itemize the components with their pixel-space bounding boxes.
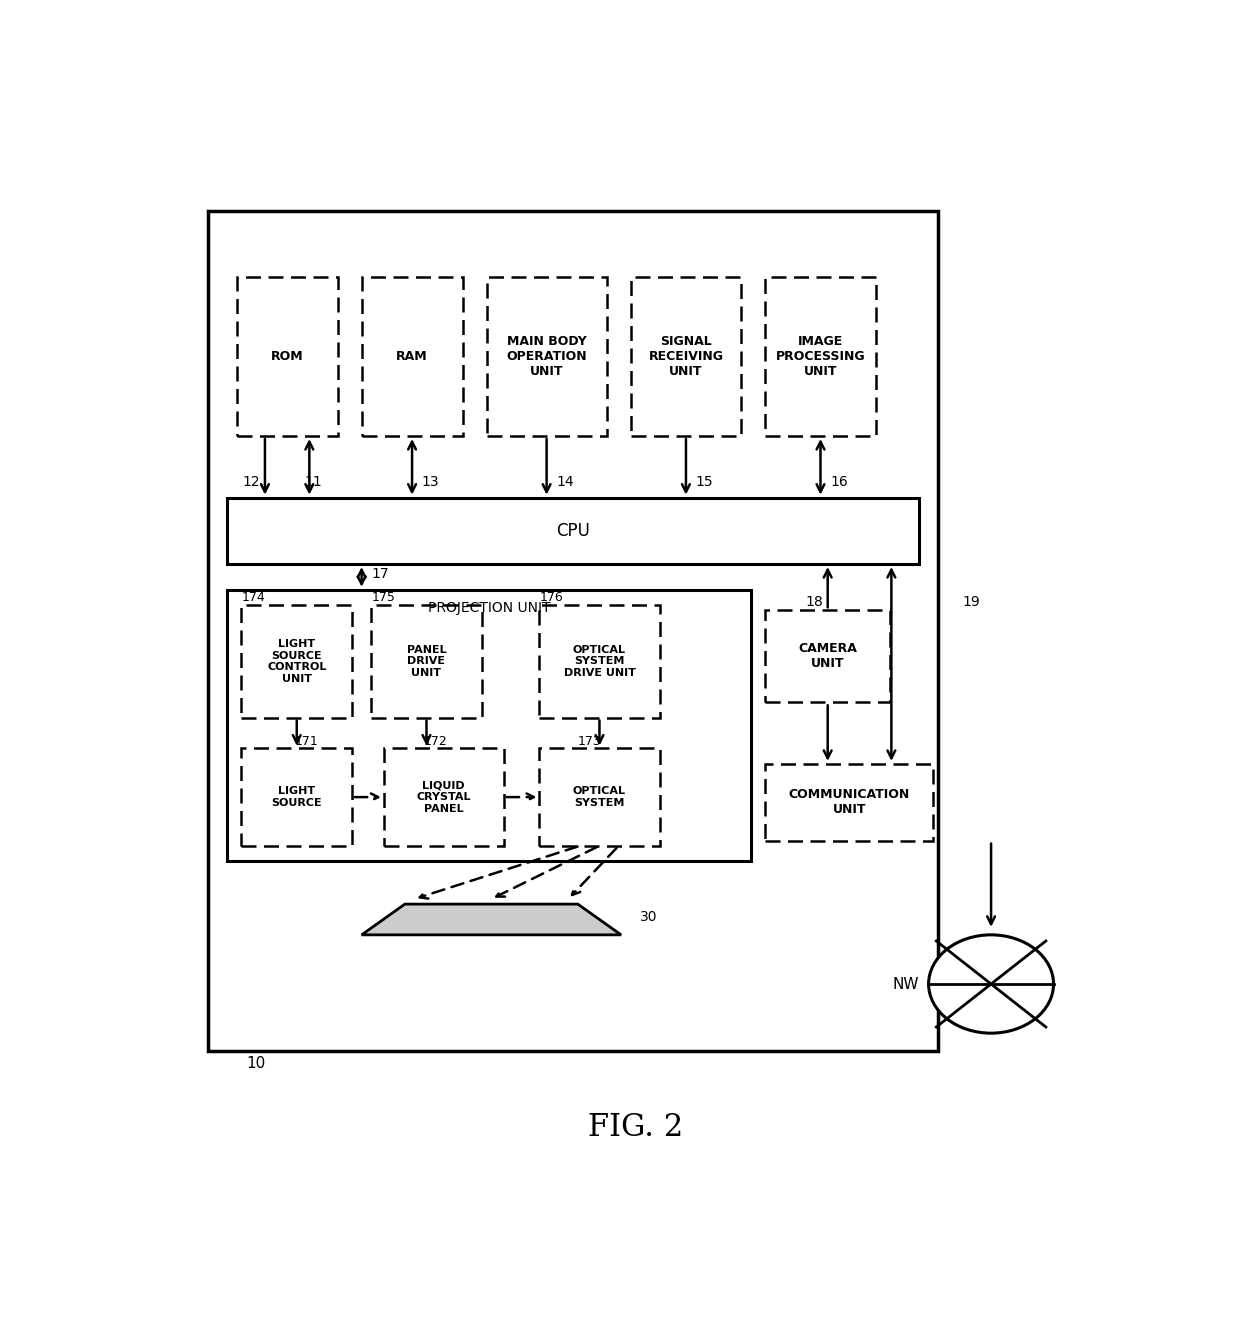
Bar <box>383 749 503 846</box>
Text: 171: 171 <box>294 734 319 747</box>
Text: OPTICAL
SYSTEM
DRIVE UNIT: OPTICAL SYSTEM DRIVE UNIT <box>563 645 635 678</box>
Text: 18: 18 <box>806 595 823 609</box>
Text: MAIN BODY
OPERATION
UNIT: MAIN BODY OPERATION UNIT <box>506 335 587 378</box>
Bar <box>237 278 337 436</box>
Text: 172: 172 <box>424 734 448 747</box>
Text: 30: 30 <box>640 911 657 924</box>
Bar <box>765 278 875 436</box>
Text: 15: 15 <box>696 475 713 489</box>
Text: LIQUID
CRYSTAL
PANEL: LIQUID CRYSTAL PANEL <box>417 781 471 814</box>
Text: ROM: ROM <box>270 350 304 363</box>
Text: LIGHT
SOURCE: LIGHT SOURCE <box>272 786 322 807</box>
Ellipse shape <box>929 935 1054 1033</box>
Text: 17: 17 <box>371 568 389 581</box>
Text: CAMERA
UNIT: CAMERA UNIT <box>799 642 857 670</box>
Text: 176: 176 <box>539 592 563 604</box>
Text: 16: 16 <box>830 475 848 489</box>
Bar <box>486 278 606 436</box>
Text: OPTICAL
SYSTEM: OPTICAL SYSTEM <box>573 786 626 807</box>
Text: SIGNAL
RECEIVING
UNIT: SIGNAL RECEIVING UNIT <box>649 335 723 378</box>
Bar <box>631 278 742 436</box>
Bar <box>371 605 481 718</box>
Bar <box>208 210 939 1051</box>
Text: 14: 14 <box>557 475 574 489</box>
Text: IMAGE
PROCESSING
UNIT: IMAGE PROCESSING UNIT <box>776 335 866 378</box>
Text: COMMUNICATION
UNIT: COMMUNICATION UNIT <box>789 789 910 817</box>
Bar <box>242 749 352 846</box>
Text: PANEL
DRIVE
UNIT: PANEL DRIVE UNIT <box>407 645 446 678</box>
Text: 173: 173 <box>578 734 601 747</box>
Bar <box>227 589 750 861</box>
Bar <box>242 605 352 718</box>
Text: 13: 13 <box>422 475 439 489</box>
Text: 175: 175 <box>371 592 396 604</box>
Bar <box>539 605 660 718</box>
Text: 12: 12 <box>243 475 260 489</box>
Bar <box>227 497 919 564</box>
Text: FIG. 2: FIG. 2 <box>588 1112 683 1142</box>
Bar <box>539 749 660 846</box>
Text: RAM: RAM <box>397 350 428 363</box>
Bar <box>362 278 463 436</box>
Text: PROJECTION UNIT: PROJECTION UNIT <box>428 601 551 616</box>
Polygon shape <box>362 904 621 935</box>
Text: 10: 10 <box>247 1056 265 1071</box>
Bar <box>765 610 890 702</box>
Bar <box>765 763 934 841</box>
Text: NW: NW <box>893 976 919 991</box>
Text: 174: 174 <box>242 592 265 604</box>
Text: 19: 19 <box>962 595 980 609</box>
Text: CPU: CPU <box>556 521 590 540</box>
Text: 11: 11 <box>305 475 322 489</box>
Text: LIGHT
SOURCE
CONTROL
UNIT: LIGHT SOURCE CONTROL UNIT <box>267 638 326 684</box>
